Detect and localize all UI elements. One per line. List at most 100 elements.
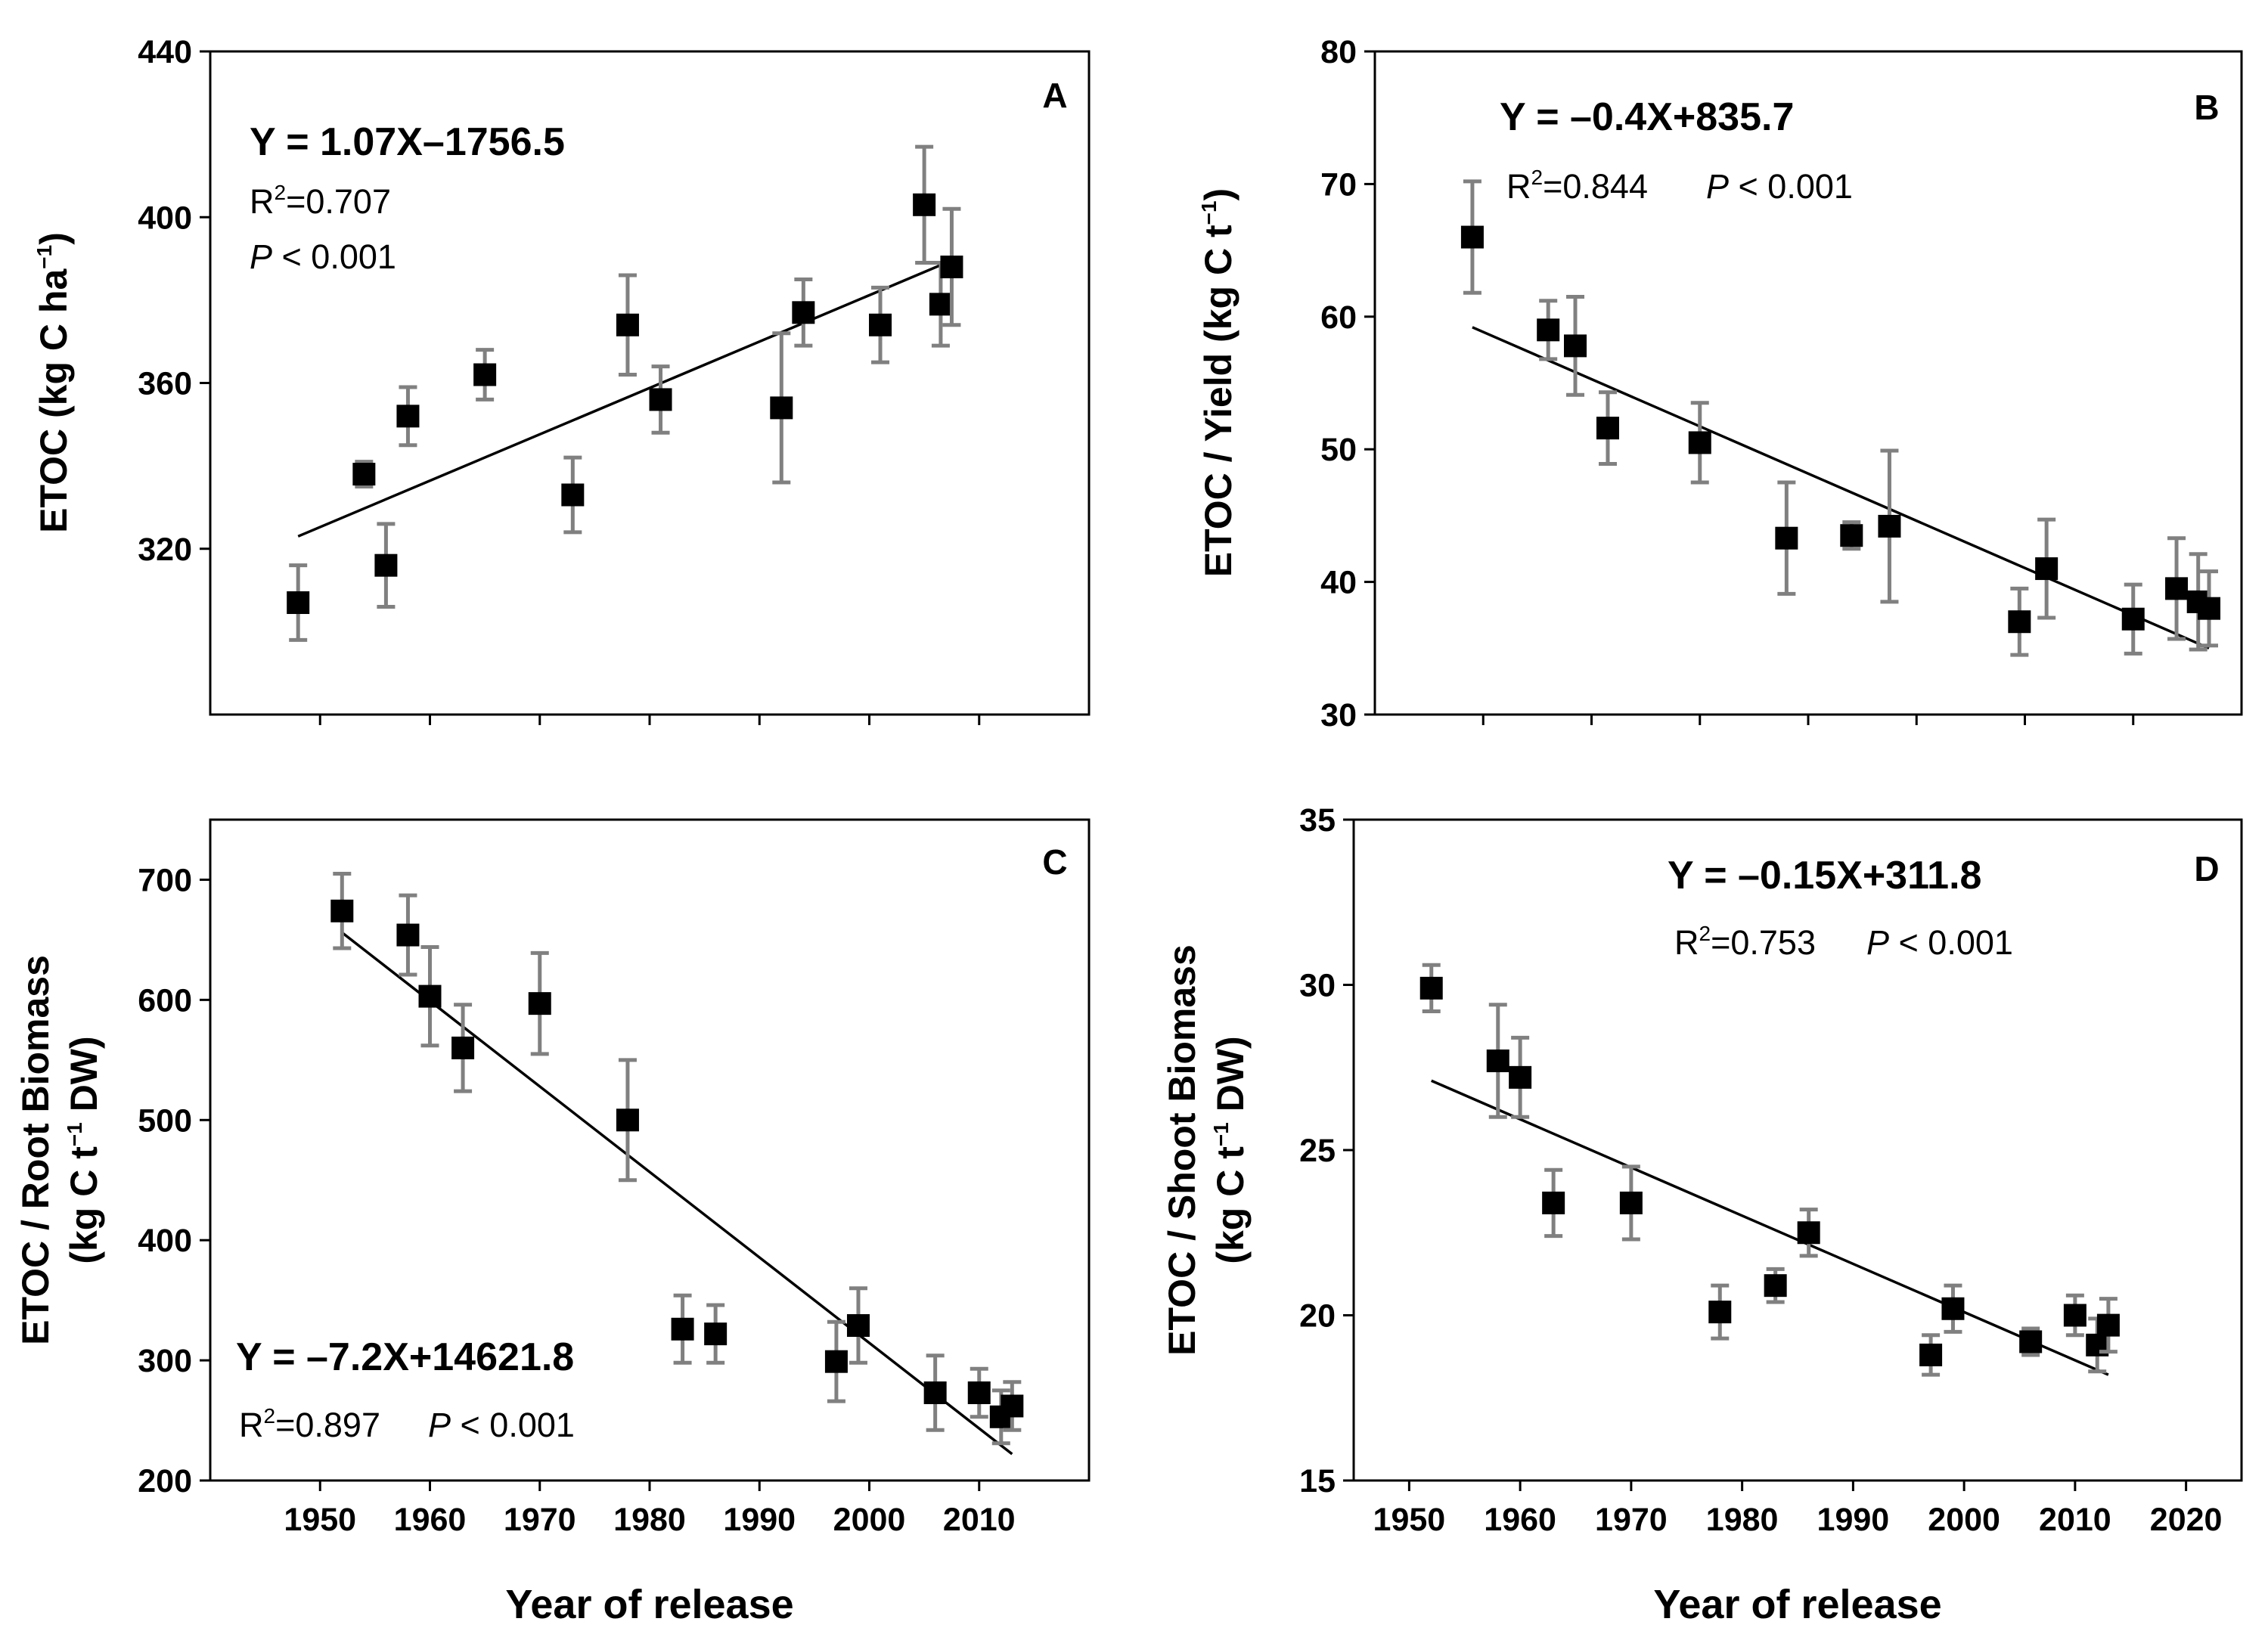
data-point bbox=[1775, 526, 1798, 550]
x-tick-label: 1970 bbox=[504, 1502, 576, 1538]
y-axis-label: ETOC / Yield (kg C t−1) bbox=[1197, 188, 1239, 577]
y-tick-label: 40 bbox=[1320, 565, 1357, 601]
y-tick-label: 400 bbox=[138, 1223, 192, 1259]
x-tick-label: 1950 bbox=[1373, 1502, 1446, 1538]
panel-a: 320 360 400 440 A Y = 1.07X–1756.5 R2=0.707 P <… bbox=[33, 34, 1091, 725]
data-point bbox=[940, 256, 963, 279]
p-value-text: < 0.001 bbox=[1729, 167, 1853, 206]
r-squared-sup: 2 bbox=[275, 181, 287, 204]
plot-frame bbox=[1352, 818, 2243, 1482]
y-tick-label: 700 bbox=[138, 862, 192, 898]
data-point bbox=[1708, 1301, 1732, 1324]
regression-line bbox=[1472, 326, 2210, 650]
data-point bbox=[1509, 1065, 1532, 1089]
r-squared-sup: 2 bbox=[1699, 922, 1711, 945]
data-point bbox=[967, 1381, 991, 1404]
panel-c: 200 300 400 500 600 700 1950 1960 1970 1980 1990 20… bbox=[14, 818, 1091, 1627]
y-tick-label: 70 bbox=[1320, 166, 1357, 203]
data-point bbox=[616, 313, 639, 336]
y-axis-label-main: ETOC / Root Biomass bbox=[14, 955, 57, 1345]
panel-d: 15 20 25 30 35 1950 1960 1970 1980 1990 2000 2010 20… bbox=[1161, 802, 2243, 1627]
x-tick-label: 2010 bbox=[2039, 1502, 2111, 1538]
y-axis-label-sup: −1 bbox=[33, 245, 56, 269]
data-point bbox=[352, 463, 376, 486]
data-point bbox=[2008, 610, 2031, 634]
data-point bbox=[418, 984, 442, 1008]
data-point bbox=[1460, 225, 1484, 249]
data-point bbox=[616, 1108, 639, 1132]
r-squared-sup: 2 bbox=[264, 1404, 276, 1428]
p-value: P < 0.001 bbox=[1706, 167, 1853, 206]
p-value-symbol: P bbox=[250, 237, 272, 276]
data-point bbox=[1797, 1221, 1820, 1245]
y-tick-label: 50 bbox=[1320, 432, 1357, 468]
p-value-symbol: P bbox=[1866, 923, 1889, 962]
p-value-text: < 0.001 bbox=[272, 237, 396, 276]
r-squared: R2=0.707 bbox=[250, 181, 391, 221]
x-tick-label: 1960 bbox=[1484, 1502, 1556, 1538]
y-tick-label: 80 bbox=[1320, 34, 1357, 70]
y-axis-label2-main: (kg C t bbox=[63, 1146, 105, 1264]
y-tick-label: 30 bbox=[1320, 697, 1357, 733]
y-tick-label: 300 bbox=[138, 1343, 192, 1379]
y-tick-label: 500 bbox=[138, 1102, 192, 1139]
y-axis-label2-tail: DW) bbox=[1209, 1036, 1252, 1122]
regression-equation: Y = –0.4X+835.7 bbox=[1500, 95, 1794, 139]
plot-frame bbox=[1373, 50, 2243, 716]
data-point bbox=[1001, 1394, 1024, 1418]
data-point bbox=[1840, 524, 1863, 547]
data-point bbox=[1542, 1191, 1565, 1214]
data-point bbox=[869, 313, 892, 336]
y-tick-label: 60 bbox=[1320, 299, 1357, 336]
x-axis-label: Year of release bbox=[505, 1582, 793, 1627]
r-squared: R2=0.897 bbox=[239, 1404, 380, 1444]
regression-line bbox=[297, 261, 947, 538]
regression-equation: Y = –7.2X+14621.8 bbox=[236, 1335, 574, 1379]
panel-letter: D bbox=[2194, 849, 2219, 888]
r-squared-value: =0.897 bbox=[275, 1406, 380, 1444]
data-point bbox=[2198, 597, 2221, 620]
panel-letter: C bbox=[1042, 842, 1067, 882]
data-point bbox=[770, 396, 793, 420]
x-tick-label: 1980 bbox=[1706, 1502, 1779, 1538]
r-squared-prefix: R bbox=[1674, 923, 1699, 962]
panel-letter: A bbox=[1042, 76, 1067, 115]
r-squared-prefix: R bbox=[1506, 167, 1531, 206]
y-axis-label: ETOC / Root Biomass bbox=[14, 955, 57, 1345]
data-point bbox=[1419, 976, 1443, 1000]
data-point bbox=[1537, 318, 1560, 342]
y-tick-label: 440 bbox=[138, 34, 192, 70]
data-point bbox=[528, 992, 551, 1015]
regression-line bbox=[341, 931, 1013, 1456]
data-point bbox=[374, 553, 398, 577]
panel-b: 30 40 50 60 70 80 B Y = –0.4X+835.7 R2=0.844 P < … bbox=[1197, 34, 2243, 733]
x-tick-label: 2000 bbox=[1928, 1502, 2000, 1538]
data-point bbox=[2121, 607, 2145, 631]
y-tick-label: 600 bbox=[138, 982, 192, 1019]
y-axis-label: ETOC (kg C ha−1) bbox=[33, 232, 75, 533]
data-point bbox=[396, 405, 420, 428]
y-axis-label2-tail: DW) bbox=[63, 1036, 105, 1122]
y-axis-label-main: ETOC (kg C ha bbox=[33, 268, 75, 533]
p-value: P < 0.001 bbox=[250, 237, 396, 276]
y-axis-label2-sup: −1 bbox=[1209, 1122, 1233, 1146]
x-tick-label: 1950 bbox=[284, 1502, 356, 1538]
y-tick-label: 30 bbox=[1299, 968, 1336, 1004]
data-point bbox=[824, 1350, 848, 1373]
data-point bbox=[1564, 334, 1587, 358]
data-point bbox=[2096, 1313, 2120, 1337]
p-value-text: < 0.001 bbox=[1889, 923, 2013, 962]
data-point bbox=[2165, 577, 2189, 600]
data-point bbox=[330, 899, 354, 922]
regression-equation: Y = 1.07X–1756.5 bbox=[250, 120, 565, 164]
y-tick-label: 35 bbox=[1299, 802, 1336, 839]
y-axis-label-main: ETOC / Shoot Biomass bbox=[1161, 944, 1203, 1356]
data-point bbox=[561, 483, 585, 507]
y-tick-label: 20 bbox=[1299, 1298, 1336, 1335]
y-axis-label-main: ETOC / Yield (kg C t bbox=[1197, 225, 1239, 577]
x-tick-label: 1990 bbox=[1817, 1502, 1890, 1538]
y-axis-label2-main: (kg C t bbox=[1209, 1146, 1252, 1264]
data-point bbox=[649, 388, 672, 411]
x-tick-label: 2020 bbox=[2150, 1502, 2223, 1538]
